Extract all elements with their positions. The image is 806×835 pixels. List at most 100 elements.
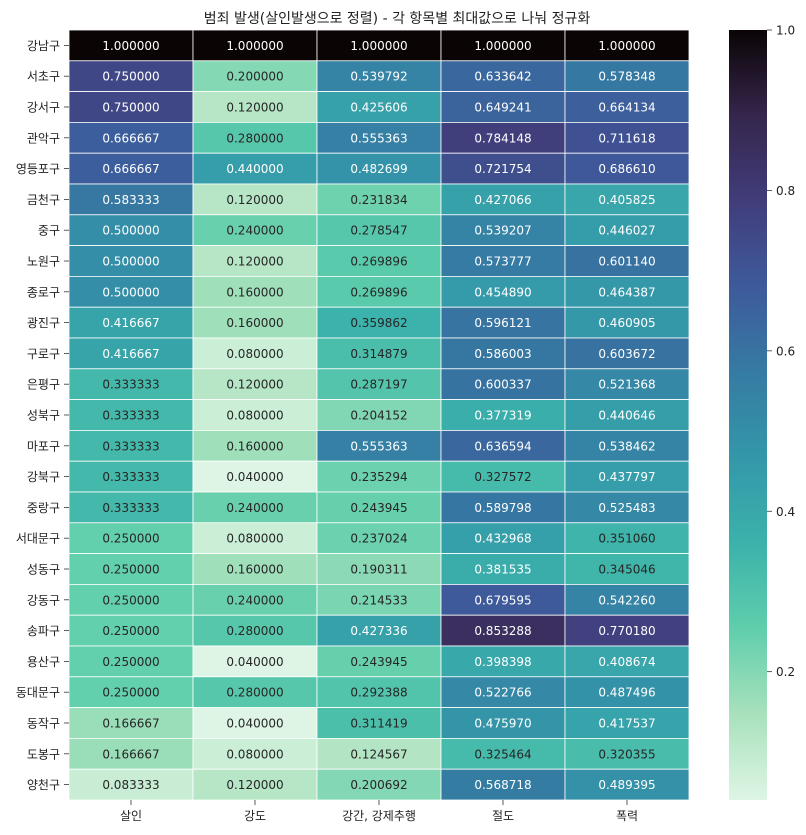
cell-value-label: 0.666667 bbox=[102, 162, 159, 176]
cell-value-label: 0.333333 bbox=[102, 378, 159, 392]
row-label: 영등포구 bbox=[16, 162, 60, 176]
cell-value-label: 0.327572 bbox=[474, 470, 531, 484]
cell-value-label: 0.437797 bbox=[598, 470, 655, 484]
heatmap-cell bbox=[564, 60, 690, 92]
cell-value-label: 0.292388 bbox=[350, 686, 407, 700]
heatmap-cell bbox=[192, 275, 318, 308]
column-label: 강간, 강제추행 bbox=[342, 808, 416, 823]
heatmap-cell bbox=[440, 183, 566, 216]
heatmap-cell bbox=[192, 29, 318, 62]
cell-value-label: 1.000000 bbox=[350, 39, 407, 53]
cell-value-label: 0.160000 bbox=[226, 563, 283, 577]
heatmap-cell bbox=[440, 368, 566, 400]
cell-value-label: 0.416667 bbox=[102, 316, 159, 330]
row-label: 동작구 bbox=[27, 717, 60, 731]
heatmap-cell bbox=[440, 460, 566, 493]
cell-value-label: 0.250000 bbox=[102, 563, 159, 577]
heatmap-cell bbox=[192, 122, 318, 154]
cell-value-label: 0.578348 bbox=[598, 70, 655, 84]
cell-value-label: 0.325464 bbox=[474, 747, 531, 761]
cell-value-label: 0.555363 bbox=[350, 439, 407, 453]
cell-value-label: 0.377319 bbox=[474, 409, 531, 423]
heatmap-cell bbox=[316, 29, 442, 62]
column-label: 절도 bbox=[492, 809, 514, 823]
row-label: 강동구 bbox=[27, 593, 60, 607]
column-labels: 살인 강도 강간, 강제추행 절도 폭력 bbox=[120, 800, 638, 823]
heatmap-cell bbox=[440, 122, 566, 154]
colorbar-tick-label: 0.8 bbox=[776, 184, 795, 198]
heatmap-cell bbox=[440, 614, 566, 647]
heatmap-cell bbox=[192, 614, 318, 647]
row-labels: 강남구서초구강서구관악구영등포구금천구중구노원구종로구광진구구로구은평구성북구마… bbox=[16, 39, 69, 792]
heatmap-cell bbox=[316, 553, 442, 585]
row-label: 서대문구 bbox=[16, 532, 60, 546]
cell-value-label: 0.398398 bbox=[474, 655, 531, 669]
row-label: 송파구 bbox=[27, 624, 60, 638]
heatmap-cell bbox=[68, 584, 194, 616]
row-label: 관악구 bbox=[27, 131, 60, 145]
heatmap-cell bbox=[564, 152, 690, 185]
row-label: 강서구 bbox=[27, 101, 60, 115]
cell-value-label: 0.538462 bbox=[598, 439, 655, 453]
heatmap-cell bbox=[192, 245, 318, 277]
cell-value-label: 0.351060 bbox=[598, 532, 655, 546]
heatmap-cell bbox=[440, 91, 566, 123]
cell-value-label: 0.432968 bbox=[474, 532, 531, 546]
cell-value-label: 0.583333 bbox=[102, 193, 159, 207]
cell-value-label: 0.311419 bbox=[350, 717, 407, 731]
cell-value-label: 0.542260 bbox=[598, 593, 655, 607]
heatmap-cell bbox=[192, 522, 318, 554]
colorbar-tick-label: 0.4 bbox=[776, 505, 795, 519]
cell-value-label: 0.555363 bbox=[350, 131, 407, 145]
heatmap-cell bbox=[564, 399, 690, 431]
heatmap-cell bbox=[564, 183, 690, 216]
heatmap-cell bbox=[440, 584, 566, 616]
cell-value-label: 0.124567 bbox=[350, 747, 407, 761]
heatmap-cell bbox=[440, 768, 566, 801]
cell-value-label: 0.040000 bbox=[226, 655, 283, 669]
colorbar-tick-label: 0.6 bbox=[776, 344, 795, 358]
cell-value-label: 0.521368 bbox=[598, 378, 655, 392]
heatmap-cell bbox=[192, 152, 318, 185]
row-label: 종로구 bbox=[27, 285, 60, 299]
heatmap-cell bbox=[564, 768, 690, 801]
heatmap-cell bbox=[68, 368, 194, 400]
cell-value-label: 0.240000 bbox=[226, 593, 283, 607]
cell-value-label: 0.416667 bbox=[102, 347, 159, 361]
heatmap-cell bbox=[564, 614, 690, 647]
cell-value-label: 0.405825 bbox=[598, 193, 655, 207]
colorbar-tick-label: 1.0 bbox=[776, 24, 795, 38]
cell-value-label: 0.250000 bbox=[102, 593, 159, 607]
heatmap-cell bbox=[316, 768, 442, 801]
column-label: 강도 bbox=[244, 809, 266, 823]
cell-value-label: 0.269896 bbox=[350, 255, 407, 269]
cell-value-label: 0.573777 bbox=[474, 255, 531, 269]
cell-value-label: 0.750000 bbox=[102, 101, 159, 115]
cell-value-label: 0.250000 bbox=[102, 686, 159, 700]
cell-value-label: 0.408674 bbox=[598, 655, 655, 669]
cell-value-label: 0.679595 bbox=[474, 593, 531, 607]
cell-value-label: 0.235294 bbox=[350, 470, 407, 484]
cell-value-label: 0.080000 bbox=[226, 409, 283, 423]
cell-value-label: 0.287197 bbox=[350, 378, 407, 392]
row-label: 용산구 bbox=[27, 655, 60, 669]
heatmap-cell bbox=[316, 183, 442, 216]
cell-value-label: 0.440000 bbox=[226, 162, 283, 176]
cell-value-label: 0.160000 bbox=[226, 439, 283, 453]
cell-value-label: 0.417537 bbox=[598, 717, 655, 731]
heatmap-cell bbox=[316, 522, 442, 554]
cell-value-label: 0.345046 bbox=[598, 563, 655, 577]
row-label: 동대문구 bbox=[16, 686, 60, 700]
cell-value-label: 0.120000 bbox=[226, 101, 283, 115]
cell-value-label: 1.000000 bbox=[226, 39, 283, 53]
row-label: 마포구 bbox=[27, 439, 60, 453]
row-label: 광진구 bbox=[27, 316, 60, 330]
cell-value-label: 0.482699 bbox=[350, 162, 407, 176]
cell-value-label: 0.427066 bbox=[474, 193, 531, 207]
heatmap-cell bbox=[440, 337, 566, 370]
cell-value-label: 0.666667 bbox=[102, 131, 159, 145]
cell-value-label: 0.214533 bbox=[350, 593, 407, 607]
heatmap-cell bbox=[564, 460, 690, 493]
chart-title: 범죄 발생(살인발생으로 정렬) - 각 항목별 최대값으로 나눠 정규화 bbox=[204, 11, 591, 27]
heatmap-cell bbox=[68, 491, 194, 524]
